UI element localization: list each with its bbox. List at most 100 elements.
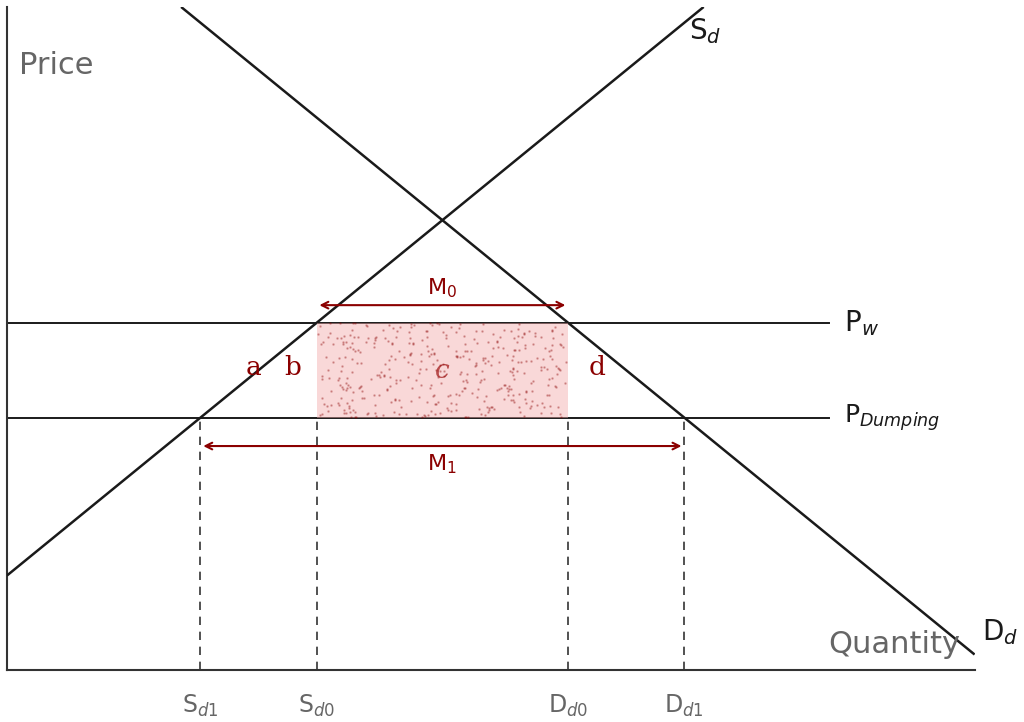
Point — [452, 368, 468, 380]
Point — [549, 367, 565, 379]
Point — [404, 382, 421, 393]
Point — [400, 356, 417, 367]
Point — [359, 407, 376, 419]
Point — [449, 404, 465, 415]
Point — [352, 357, 369, 369]
Point — [505, 364, 521, 375]
Point — [347, 406, 364, 418]
Point — [390, 346, 407, 357]
Point — [496, 324, 512, 336]
Point — [442, 390, 459, 401]
Point — [322, 327, 338, 339]
Point — [419, 331, 435, 343]
Point — [453, 366, 469, 378]
Point — [432, 407, 449, 419]
Point — [428, 399, 444, 410]
Point — [333, 392, 349, 404]
Point — [476, 396, 493, 407]
Point — [337, 352, 353, 363]
Point — [377, 332, 393, 344]
Point — [313, 373, 330, 385]
Point — [341, 341, 357, 352]
Point — [423, 405, 439, 417]
Point — [388, 377, 404, 388]
Point — [384, 337, 400, 349]
Point — [503, 394, 519, 406]
Point — [313, 370, 330, 382]
Point — [540, 380, 556, 391]
Point — [501, 383, 517, 395]
Point — [421, 350, 437, 362]
Point — [427, 398, 443, 409]
Point — [510, 330, 526, 342]
Point — [314, 336, 331, 348]
Point — [375, 409, 391, 421]
Point — [460, 412, 476, 423]
Point — [351, 347, 368, 358]
Point — [526, 331, 543, 342]
Point — [535, 353, 551, 365]
Point — [422, 382, 438, 393]
Point — [420, 344, 436, 356]
Text: S$_d$: S$_d$ — [689, 17, 722, 46]
Point — [377, 358, 393, 370]
Point — [371, 389, 387, 401]
Point — [472, 374, 488, 386]
Point — [484, 401, 501, 413]
Point — [483, 401, 500, 413]
Point — [457, 338, 473, 349]
Point — [517, 339, 534, 351]
Point — [383, 350, 399, 362]
Point — [342, 406, 358, 417]
Point — [323, 386, 339, 397]
Point — [517, 355, 534, 367]
Point — [319, 331, 336, 343]
Point — [397, 409, 414, 420]
Point — [426, 347, 442, 359]
Point — [391, 321, 408, 333]
Point — [359, 332, 376, 344]
Point — [357, 336, 374, 347]
Point — [345, 386, 361, 397]
Point — [506, 344, 522, 356]
Point — [321, 372, 337, 383]
Point — [331, 372, 347, 383]
Point — [467, 326, 483, 337]
Point — [353, 380, 370, 392]
Point — [339, 342, 355, 354]
Point — [459, 376, 475, 388]
Point — [422, 317, 438, 329]
Text: P$_w$: P$_w$ — [844, 308, 879, 338]
Point — [414, 411, 430, 422]
Point — [475, 354, 492, 365]
Point — [522, 402, 539, 414]
Point — [512, 406, 528, 418]
Point — [392, 375, 409, 386]
Text: S$_{d1}$: S$_{d1}$ — [182, 692, 219, 718]
Point — [333, 365, 349, 377]
Point — [489, 342, 506, 353]
Point — [362, 373, 379, 385]
Point — [439, 404, 456, 416]
Point — [368, 331, 384, 342]
Point — [477, 409, 494, 420]
Point — [406, 336, 422, 348]
Point — [481, 402, 498, 414]
Point — [544, 353, 560, 365]
Point — [516, 410, 532, 422]
Point — [544, 373, 560, 384]
Point — [457, 383, 473, 394]
Point — [510, 356, 526, 367]
Point — [505, 394, 521, 406]
Text: P$_{Dumping}$: P$_{Dumping}$ — [844, 402, 940, 433]
Point — [514, 331, 530, 342]
Point — [547, 321, 563, 333]
Point — [409, 408, 425, 419]
Point — [504, 367, 520, 378]
Point — [325, 338, 341, 349]
Point — [402, 395, 419, 406]
Point — [501, 389, 517, 401]
Point — [501, 380, 517, 392]
Point — [382, 371, 398, 383]
Point — [317, 352, 334, 363]
